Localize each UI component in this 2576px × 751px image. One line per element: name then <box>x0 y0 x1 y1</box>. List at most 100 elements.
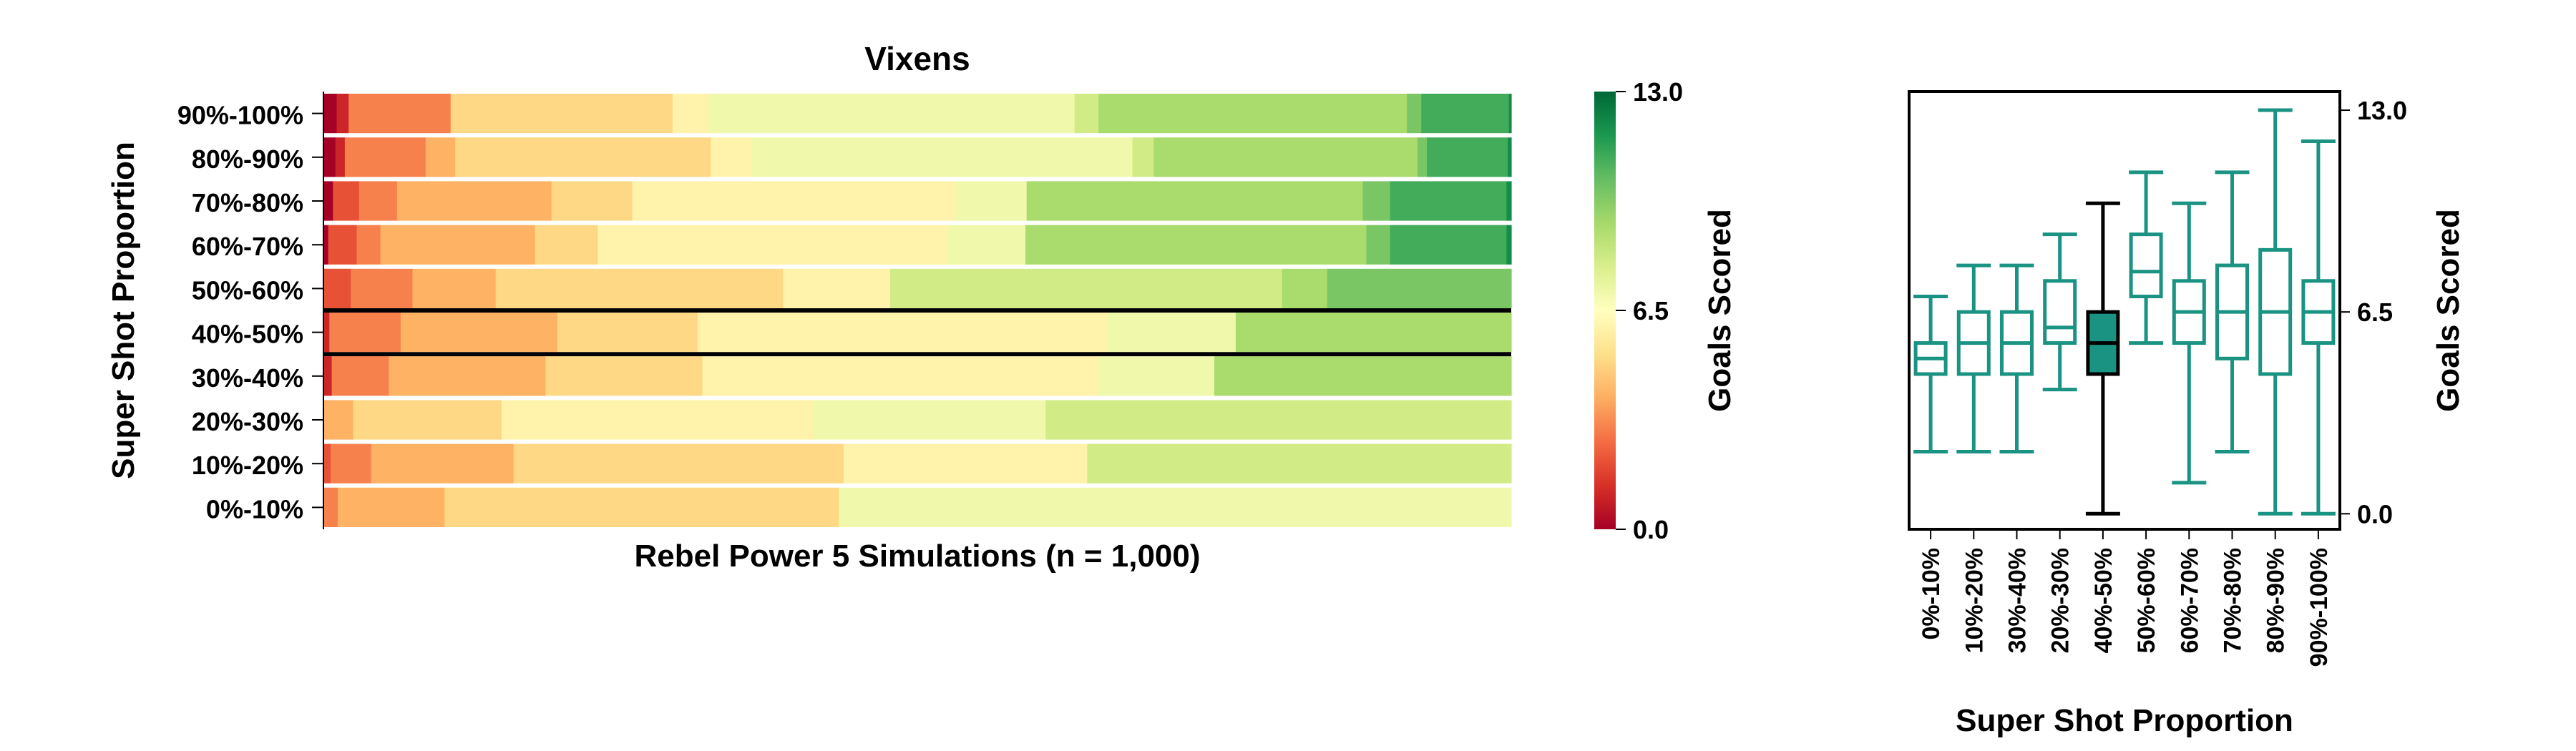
heatmap-cell <box>632 181 956 221</box>
heatmap-cell <box>955 181 1028 221</box>
boxplot-boxes <box>1913 108 2336 516</box>
boxplot-panel: 0.0 6.5 13.0 0%-10% 10%-20% 30%-40% 20%-30% 40… <box>1908 90 2466 738</box>
heatmap-cell <box>333 181 360 221</box>
heatmap-cell <box>1506 181 1512 221</box>
heatmap-cell <box>323 487 338 527</box>
heatmap-cell <box>1366 225 1391 265</box>
boxplot-x-tick-label: 20%-30% <box>2047 548 2074 653</box>
heatmap-cell <box>412 268 497 308</box>
heatmap-row-label: 80%-90% <box>192 144 303 174</box>
heatmap-cell <box>323 181 333 221</box>
heatmap-cell <box>708 94 1075 134</box>
heatmap-cell <box>948 225 1026 265</box>
boxplot-x-tick-label: 10%-20% <box>1961 548 1988 653</box>
heatmap-cell <box>1132 137 1154 177</box>
boxplot-x-tick-label: 90%-100% <box>2306 548 2333 667</box>
heatmap-cell <box>535 225 599 265</box>
boxplot-y-tick-label: 0.0 <box>2357 499 2393 529</box>
heatmap-cell <box>323 225 329 265</box>
heatmap-cell <box>1327 268 1512 308</box>
heatmap-cell <box>1506 225 1512 265</box>
heatmap-cell <box>513 443 844 484</box>
heatmap-cell <box>814 400 1046 440</box>
heatmap-cell <box>697 313 1108 353</box>
colorbar-tick-label: 0.0 <box>1633 515 1669 544</box>
boxplot-x-tick-label: 60%-70% <box>2176 548 2203 653</box>
heatmap-cell <box>1026 181 1364 221</box>
colorbar-tick-label: 13.0 <box>1633 77 1683 107</box>
colorbar-ticks: 0.0 6.5 13.0 <box>1616 77 1683 544</box>
heatmap-cell <box>353 400 502 440</box>
heatmap-cell <box>380 225 536 265</box>
heatmap-cell <box>323 268 351 308</box>
heatmap-cell <box>1390 225 1507 265</box>
heatmap-cell <box>329 313 401 353</box>
heatmap-cell <box>557 313 698 353</box>
heatmap-cell <box>1087 443 1512 484</box>
heatmap-cell <box>1390 181 1507 221</box>
heatmap-cell <box>597 225 949 265</box>
heatmap-cell <box>1421 94 1510 134</box>
boxplot-y-tick-label: 13.0 <box>2357 96 2407 125</box>
heatmap-cell <box>551 181 633 221</box>
heatmap-cell <box>351 268 414 308</box>
box-body <box>2129 232 2163 298</box>
heatmap-cell <box>1407 94 1422 134</box>
heatmap-cell <box>371 443 514 484</box>
heatmap-cell <box>1417 137 1428 177</box>
heatmap-row-label: 10%-20% <box>192 451 303 480</box>
heatmap-cell <box>783 268 891 308</box>
heatmap-row-label: 30%-40% <box>192 363 303 393</box>
heatmap-cell <box>455 137 711 177</box>
heatmap-cell <box>323 443 331 484</box>
heatmap-cell <box>330 443 371 484</box>
heatmap-row-label: 70%-80% <box>192 188 303 217</box>
boxplot-x-tick-label: 0%-10% <box>1918 548 1945 640</box>
heatmap-cell <box>711 137 753 177</box>
boxplot-y-ticks: 0.0 6.5 13.0 <box>2340 96 2407 529</box>
heatmap-cell <box>344 137 426 177</box>
heatmap-cells <box>323 94 1512 527</box>
heatmap-cell <box>335 137 346 177</box>
heatmap-cell <box>1214 356 1512 396</box>
heatmap-title: Vixens <box>864 40 970 77</box>
heatmap-cell <box>1362 181 1391 221</box>
heatmap-row-label: 0%-10% <box>206 494 303 524</box>
boxplot-x-tick-label: 80%-90% <box>2263 548 2290 653</box>
boxplot-x-tick-label: 40%-50% <box>2090 548 2117 653</box>
heatmap-row-labels: 90%-100% 80%-90% 70%-80% 60%-70% 50%-60% 40%-… <box>177 101 303 524</box>
boxplot-x-axis-label: Super Shot Proportion <box>1956 703 2293 738</box>
heatmap-row-label: 50%-60% <box>192 275 303 305</box>
heatmap-cell <box>328 225 358 265</box>
heatmap-cell <box>323 400 354 440</box>
heatmap-row-label: 40%-50% <box>192 320 303 349</box>
colorbar: 0.0 6.5 13.0 Goals Scored <box>1594 77 1737 544</box>
heatmap-cell <box>336 94 349 134</box>
heatmap-cell <box>1107 313 1236 353</box>
heatmap-cell <box>844 443 1088 484</box>
heatmap-cell <box>331 356 389 396</box>
heatmap-cell <box>396 181 552 221</box>
heatmap-cell <box>1025 225 1367 265</box>
heatmap-cell <box>1282 268 1328 308</box>
heatmap-cell <box>348 94 452 134</box>
colorbar-label: Goals Scored <box>1702 209 1737 412</box>
boxplot-x-tick-label: 70%-80% <box>2220 548 2247 653</box>
heatmap-cell <box>400 313 558 353</box>
heatmap-cell <box>425 137 456 177</box>
heatmap-cell <box>323 356 333 396</box>
heatmap-cell <box>1153 137 1418 177</box>
heatmap-cell <box>1427 137 1508 177</box>
boxplot-x-ticks: 0%-10% 10%-20% 30%-40% 20%-30% 40%-50% 50%-60… <box>1918 529 2333 667</box>
heatmap-cell <box>450 94 673 134</box>
heatmap-cell <box>1098 356 1215 396</box>
heatmap-cell <box>839 487 1512 527</box>
heatmap-cell <box>889 268 1283 308</box>
boxplot-x-tick-label: 50%-60% <box>2133 548 2160 653</box>
boxplot-frame <box>1908 90 2341 531</box>
heatmap-cell <box>495 268 784 308</box>
boxplot-y-tick-label: 6.5 <box>2357 298 2393 327</box>
heatmap-x-axis-label: Rebel Power 5 Simulations (n = 1,000) <box>634 539 1200 574</box>
heatmap-cell <box>672 94 709 134</box>
heatmap-cell <box>358 181 398 221</box>
